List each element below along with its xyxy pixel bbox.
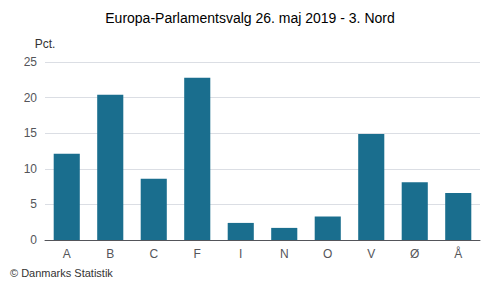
- svg-text:5: 5: [30, 197, 37, 211]
- svg-text:20: 20: [24, 91, 38, 105]
- svg-text:10: 10: [24, 162, 38, 176]
- svg-text:© Danmarks Statistik: © Danmarks Statistik: [10, 267, 113, 279]
- svg-text:Ø: Ø: [410, 247, 419, 261]
- svg-text:25: 25: [24, 55, 38, 69]
- svg-text:A: A: [63, 247, 71, 261]
- svg-text:O: O: [323, 247, 332, 261]
- svg-text:C: C: [149, 247, 158, 261]
- svg-text:Europa-Parlamentsvalg 26. maj: Europa-Parlamentsvalg 26. maj 2019 - 3. …: [105, 10, 394, 26]
- svg-text:Å: Å: [454, 246, 462, 261]
- svg-text:V: V: [367, 247, 375, 261]
- svg-text:B: B: [106, 247, 114, 261]
- svg-text:15: 15: [24, 126, 38, 140]
- svg-text:F: F: [194, 247, 201, 261]
- svg-text:N: N: [280, 247, 289, 261]
- svg-text:Pct.: Pct.: [35, 37, 56, 51]
- svg-text:I: I: [239, 247, 242, 261]
- svg-text:0: 0: [30, 233, 37, 247]
